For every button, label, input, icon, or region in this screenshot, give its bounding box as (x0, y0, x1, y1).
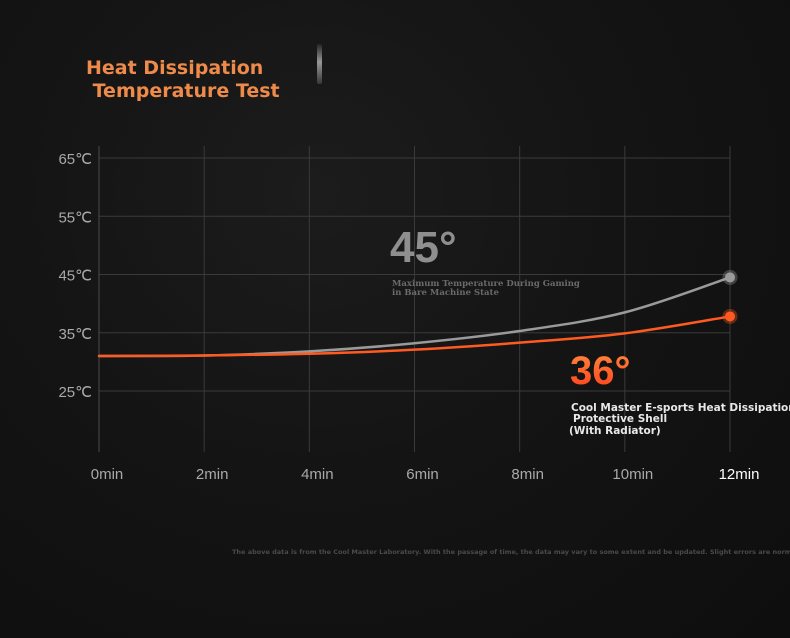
title-line-2: Temperature Test (86, 80, 280, 102)
title-line-1: Heat Dissipation (86, 57, 264, 79)
endpoint-marker (725, 311, 735, 322)
annotation-caption: Cool Master E-sports Heat Dissipation (571, 402, 790, 414)
x-tick-label: 6min (406, 466, 439, 483)
x-tick-layer: 0min 2min 4min 6min 8min 10min 12min (91, 466, 760, 483)
x-tick-label: 10min (612, 466, 653, 483)
x-tick-label: 0min (91, 466, 124, 483)
annotation-caption: in Bare Machine State (392, 288, 499, 298)
x-tick-label: 8min (511, 466, 544, 483)
annotation-caption: Maximum Temperature During Gaming (392, 279, 580, 289)
annotation-protective-shell: 36° Cool Master E-sports Heat Dissipation… (569, 349, 790, 437)
series-layer (97, 269, 738, 358)
y-tick-label: 65℃ (58, 151, 92, 168)
endpoint-marker (725, 272, 735, 283)
annotation-bare-machine: 45° Maximum Temperature During Gaming in … (390, 223, 580, 298)
x-tick-label: 4min (301, 466, 334, 483)
grid-layer (98, 146, 731, 452)
annotation-layer: 45° Maximum Temperature During Gaming in … (390, 223, 790, 437)
annotation-caption: (With Radiator) (569, 425, 661, 437)
chart-title: Heat Dissipation Temperature Test (86, 57, 280, 103)
annotation-caption: Protective Shell (573, 413, 667, 425)
y-tick-layer: 25℃ 35℃ 45℃ 55℃ 65℃ (58, 151, 92, 401)
y-tick-label: 35℃ (58, 326, 92, 343)
x-tick-label: 12min (719, 466, 760, 483)
y-tick-label: 25℃ (58, 384, 92, 401)
decorative-light-streak (317, 44, 322, 84)
y-tick-label: 45℃ (58, 268, 92, 285)
x-tick-label: 2min (196, 466, 229, 483)
annotation-value: 45° (390, 223, 457, 272)
y-tick-label: 55℃ (58, 209, 92, 226)
annotation-value: 36° (570, 349, 631, 393)
series-line-protective-shell (97, 315, 732, 358)
footnote: The above data is from the Cool Master L… (232, 548, 790, 556)
